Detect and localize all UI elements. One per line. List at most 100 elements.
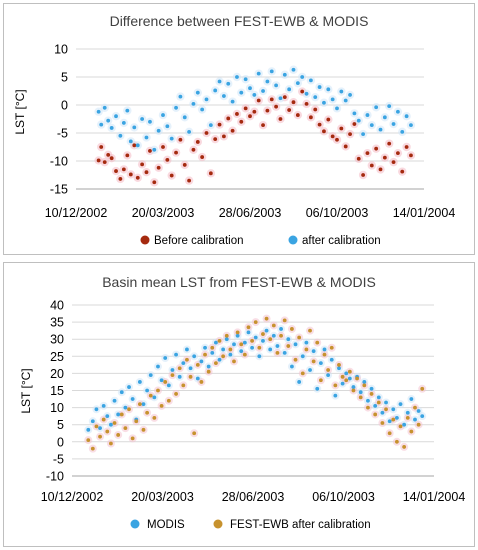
data-point bbox=[391, 160, 396, 165]
data-point bbox=[152, 395, 157, 400]
data-point bbox=[326, 373, 331, 378]
data-point bbox=[90, 446, 95, 451]
data-point bbox=[335, 137, 339, 142]
y-tick-label: 20 bbox=[50, 367, 64, 381]
data-point bbox=[311, 359, 316, 364]
data-point bbox=[279, 333, 283, 338]
data-point bbox=[362, 380, 367, 384]
data-point bbox=[287, 87, 292, 92]
data-point bbox=[378, 167, 383, 172]
data-point bbox=[322, 129, 326, 134]
data-point bbox=[235, 112, 239, 116]
data-point bbox=[208, 123, 213, 128]
data-point bbox=[98, 426, 102, 431]
data-point bbox=[304, 340, 309, 345]
data-point bbox=[203, 345, 207, 350]
data-point bbox=[163, 380, 168, 384]
data-point bbox=[248, 114, 252, 119]
data-point bbox=[187, 129, 192, 134]
data-point bbox=[339, 126, 344, 131]
x-tick-label: 28/06/2003 bbox=[222, 490, 285, 504]
data-point bbox=[391, 407, 396, 412]
data-point bbox=[105, 429, 110, 434]
data-point bbox=[86, 438, 91, 442]
data-point bbox=[405, 415, 410, 420]
data-point bbox=[217, 79, 222, 84]
data-point bbox=[170, 373, 175, 378]
data-point bbox=[365, 151, 370, 156]
data-point bbox=[195, 376, 200, 381]
data-point bbox=[369, 163, 374, 168]
data-point bbox=[208, 171, 213, 176]
legend-marker-modis bbox=[130, 519, 140, 529]
data-point bbox=[250, 339, 254, 343]
data-point bbox=[118, 133, 123, 138]
data-point bbox=[187, 178, 192, 183]
data-point bbox=[128, 139, 133, 144]
point-halos bbox=[84, 314, 427, 453]
data-point bbox=[174, 105, 178, 110]
data-point bbox=[105, 414, 110, 419]
legend-marker-after-calibration bbox=[288, 235, 298, 245]
data-point bbox=[269, 97, 274, 102]
data-point bbox=[130, 397, 135, 401]
data-point bbox=[271, 333, 276, 338]
chart-panel-difference: Difference between FEST-EWB & MODIS LST … bbox=[3, 3, 475, 255]
data-point bbox=[253, 335, 258, 340]
data-point bbox=[235, 330, 240, 335]
data-point bbox=[148, 119, 152, 124]
data-point bbox=[344, 371, 349, 376]
data-point bbox=[204, 131, 209, 135]
data-point bbox=[228, 352, 233, 357]
data-point bbox=[239, 119, 244, 124]
data-point bbox=[275, 344, 280, 348]
data-point bbox=[210, 345, 215, 350]
data-point bbox=[112, 421, 117, 425]
data-point bbox=[333, 393, 338, 398]
data-point bbox=[380, 410, 385, 415]
data-point bbox=[265, 79, 270, 84]
x-tick-labels: 10/12/2002 20/03/2003 28/06/2003 06/10/2003… bbox=[41, 490, 466, 504]
data-point bbox=[400, 169, 405, 174]
data-point bbox=[340, 381, 345, 386]
data-point bbox=[109, 441, 113, 446]
data-point bbox=[165, 157, 170, 162]
data-point bbox=[315, 340, 320, 345]
data-point bbox=[287, 108, 292, 112]
y-tick-label: 10 bbox=[54, 43, 68, 57]
data-point bbox=[361, 173, 365, 177]
data-point bbox=[125, 153, 130, 158]
data-point bbox=[261, 339, 265, 343]
data-point bbox=[387, 431, 392, 436]
data-point bbox=[330, 134, 335, 139]
data-point bbox=[195, 362, 200, 367]
data-point bbox=[217, 122, 222, 127]
point-halos bbox=[94, 65, 416, 187]
data-point bbox=[148, 393, 153, 398]
data-point bbox=[384, 400, 388, 405]
data-point bbox=[99, 122, 104, 127]
data-point bbox=[217, 357, 222, 362]
data-point bbox=[86, 427, 91, 432]
data-point bbox=[326, 87, 331, 92]
data-point bbox=[156, 364, 160, 369]
data-point bbox=[264, 316, 269, 321]
data-point bbox=[317, 122, 322, 127]
y-tick-labels: -10 -5 0 5 10 15 20 25 30 35 40 bbox=[46, 299, 64, 484]
data-point bbox=[330, 97, 335, 102]
data-point bbox=[109, 156, 114, 161]
data-point bbox=[90, 419, 95, 424]
data-point bbox=[278, 117, 283, 121]
data-point bbox=[378, 127, 383, 132]
data-point bbox=[152, 415, 157, 420]
data-point bbox=[347, 369, 352, 374]
data-point bbox=[282, 95, 287, 100]
data-point bbox=[250, 345, 254, 350]
data-point bbox=[188, 366, 193, 371]
data-point bbox=[348, 132, 352, 137]
data-point bbox=[351, 385, 356, 389]
data-point bbox=[94, 424, 99, 429]
data-point bbox=[413, 417, 417, 422]
data-point bbox=[382, 115, 387, 120]
data-point bbox=[413, 405, 417, 410]
